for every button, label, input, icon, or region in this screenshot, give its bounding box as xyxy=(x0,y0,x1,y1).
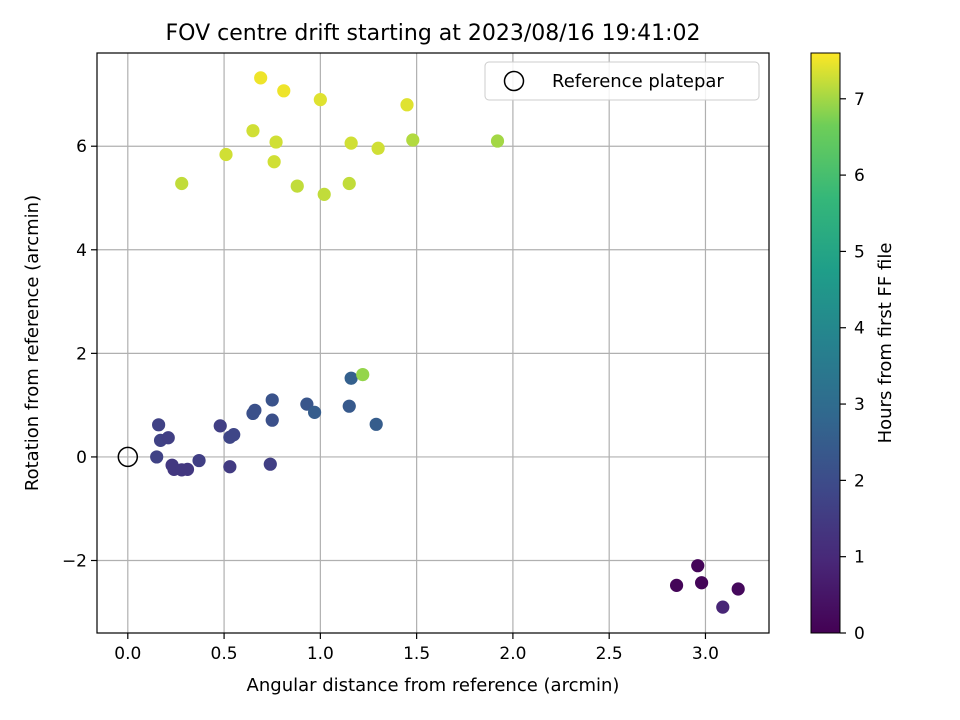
data-point xyxy=(490,134,505,148)
legend-entry-label: Reference platepar xyxy=(552,71,724,92)
colorbar-tick-label: 0 xyxy=(854,624,865,644)
data-point xyxy=(400,98,414,112)
data-point xyxy=(369,417,383,431)
data-point xyxy=(213,419,227,433)
colorbar-gradient xyxy=(810,52,841,634)
data-point xyxy=(307,405,322,419)
x-tick-label: 2.5 xyxy=(596,644,623,664)
data-point xyxy=(406,133,420,147)
colorbar-ticks: 0 1 2 3 4 5 6 7 xyxy=(840,90,865,644)
data-point xyxy=(263,457,277,471)
data-point xyxy=(344,371,358,385)
y-tick-label: 0 xyxy=(76,448,87,468)
data-point xyxy=(265,393,279,407)
y-axis-ticks: −2 0 2 4 6 xyxy=(62,137,97,572)
data-point xyxy=(317,187,331,201)
data-point xyxy=(356,367,370,382)
colorbar-tick-label: 5 xyxy=(854,242,865,262)
x-tick-label: 1.0 xyxy=(307,644,334,664)
data-point xyxy=(248,403,262,417)
data-point xyxy=(219,147,233,162)
data-point xyxy=(150,450,164,464)
data-point xyxy=(265,413,279,427)
grid-lines xyxy=(97,53,769,633)
data-point xyxy=(192,453,206,468)
data-point xyxy=(267,155,281,169)
chart-title: FOV centre drift starting at 2023/08/16 … xyxy=(166,21,701,46)
data-point xyxy=(175,176,189,191)
legend-reference-marker xyxy=(503,70,525,92)
colorbar-tick-label: 6 xyxy=(854,166,865,186)
y-tick-label: −2 xyxy=(62,552,87,572)
data-point xyxy=(246,124,260,138)
data-point xyxy=(313,93,327,107)
data-point xyxy=(691,559,705,573)
data-point xyxy=(342,176,356,191)
data-point xyxy=(152,418,166,432)
colorbar: 0 1 2 3 4 5 6 7 Hours from first FF file xyxy=(810,52,896,644)
x-tick-label: 0.5 xyxy=(211,644,238,664)
data-point xyxy=(342,399,356,413)
y-tick-label: 2 xyxy=(76,344,87,364)
x-tick-label: 0.0 xyxy=(114,644,141,664)
x-tick-label: 1.5 xyxy=(403,644,430,664)
x-axis-ticks: 0.0 0.5 1.0 1.5 2.0 2.5 3.0 xyxy=(114,633,719,664)
colorbar-tick-label: 3 xyxy=(854,395,865,415)
data-point xyxy=(277,84,291,98)
legend-box xyxy=(484,61,760,101)
data-point xyxy=(161,431,175,445)
data-point xyxy=(223,460,237,474)
x-axis-label: Angular distance from reference (arcmin) xyxy=(247,675,620,696)
x-tick-label: 2.0 xyxy=(499,644,526,664)
y-tick-label: 4 xyxy=(76,241,87,261)
y-tick-label: 6 xyxy=(76,137,87,157)
colorbar-tick-label: 4 xyxy=(854,319,865,339)
colorbar-tick-label: 1 xyxy=(854,548,865,568)
colorbar-tick-label: 7 xyxy=(854,90,865,110)
legend: Reference platepar xyxy=(484,61,760,101)
colorbar-tick-label: 2 xyxy=(854,471,865,491)
data-point xyxy=(269,135,283,149)
colorbar-label: Hours from first FF file xyxy=(875,243,896,444)
data-point xyxy=(669,578,684,592)
data-point xyxy=(695,576,709,590)
data-point xyxy=(716,600,730,614)
x-tick-label: 3.0 xyxy=(692,644,719,664)
data-point xyxy=(227,428,241,442)
y-axis-label: Rotation from reference (arcmin) xyxy=(22,195,43,491)
data-point xyxy=(254,71,268,85)
plot-frame xyxy=(96,52,770,634)
data-point xyxy=(290,179,304,193)
data-point xyxy=(300,397,314,411)
reference-platepar-marker xyxy=(117,446,139,468)
data-point xyxy=(344,136,358,150)
data-point xyxy=(180,462,195,476)
data-point xyxy=(731,582,745,596)
data-points xyxy=(117,71,745,614)
data-point xyxy=(371,141,385,155)
